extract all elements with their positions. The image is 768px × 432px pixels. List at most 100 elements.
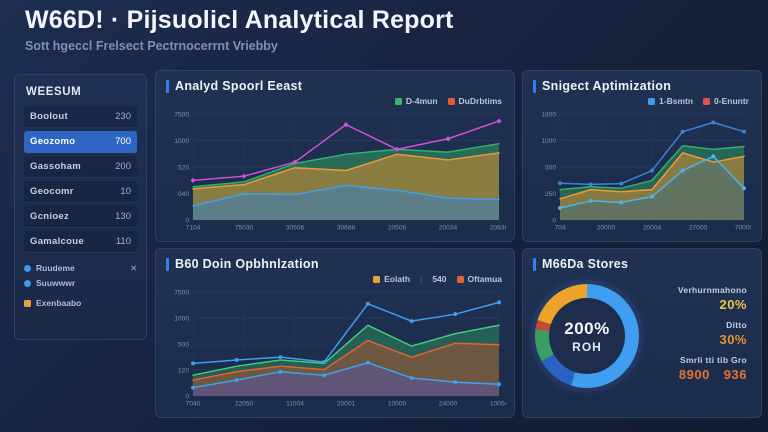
green-swatch-icon (394, 97, 402, 105)
legend-label: Exenbaabo (36, 298, 82, 308)
legend-label: 1-Bsmtn (659, 96, 694, 106)
accent-bar (166, 257, 169, 271)
svg-text:120: 120 (178, 367, 189, 374)
blue-swatch-icon (648, 97, 656, 105)
svg-text:1800: 1800 (541, 111, 556, 118)
legend-item[interactable]: D-4mun (394, 96, 438, 106)
stat-label: Verhurnmahono (677, 284, 747, 295)
blue-dot-icon (24, 264, 31, 272)
chart-legend: Eolath | 540 Oftamua (166, 273, 502, 285)
stat-item: Ditto 30% (719, 320, 747, 347)
svg-text:1000: 1000 (174, 315, 189, 322)
red-swatch-icon (447, 97, 455, 105)
svg-text:20000: 20000 (597, 225, 616, 232)
sidebar-item-label: Gcnioez (30, 211, 70, 222)
orange-swatch-icon (373, 275, 381, 283)
panel-title: Snigect Aptimization (542, 79, 672, 93)
chart-legend: 1-Bsmtn 0-Enuntr (533, 95, 749, 107)
sidebar-legend-item-suuwwwr[interactable]: Suuwwwr (24, 278, 137, 288)
red-swatch-icon (703, 97, 711, 105)
sidebar-item-geocomr[interactable]: Geocomr 10 (24, 181, 137, 203)
stat-item: Smrli tti tib Gro 8900 936 (679, 355, 747, 382)
small-cross-icon[interactable]: ✕ (130, 263, 137, 273)
sidebar-item-value: 130 (115, 211, 131, 222)
sidebar-item-label: Gamalcoue (30, 236, 84, 247)
svg-text:20636: 20636 (490, 225, 506, 232)
legend-item[interactable]: 0-Enuntr (703, 96, 749, 106)
svg-text:040: 040 (178, 191, 189, 198)
stat-value: 20% (719, 296, 747, 312)
legend-item[interactable]: Oftamua (456, 274, 502, 284)
sidebar-item-boolout[interactable]: Boolout 230 (24, 106, 137, 128)
sidebar-legend-item-exenbaabo[interactable]: Exenbaabo (24, 298, 137, 308)
sidebar-item-value: 230 (115, 111, 131, 122)
stat-item: Verhurnmahono 20% (678, 285, 747, 312)
svg-text:24000: 24000 (439, 401, 458, 408)
stats-list: Verhurnmahono 20% Ditto 30% Smrli tti ti… (641, 285, 751, 388)
svg-text:1000: 1000 (174, 138, 189, 145)
svg-text:0: 0 (185, 393, 189, 400)
svg-text:0: 0 (185, 217, 189, 224)
sidebar-item-value: 110 (115, 236, 131, 247)
page-header: W66D! · Pijsuolicl Analytical Report Sot… (25, 6, 454, 53)
panel-snigect-aptimization: Snigect Aptimization 1-Bsmtn 0-Enuntr 18… (522, 70, 762, 242)
svg-text:11004: 11004 (286, 401, 304, 408)
legend-divider: | (420, 274, 423, 284)
sidebar-item-gassoham[interactable]: Gassoham 200 (24, 156, 137, 178)
svg-text:75030: 75030 (235, 225, 254, 232)
roi-donut: 200% ROH (535, 284, 639, 388)
svg-text:10004: 10004 (490, 401, 506, 408)
legend-label: Ruudeme (36, 263, 75, 273)
svg-text:520: 520 (178, 164, 189, 171)
svg-text:20034: 20034 (439, 225, 458, 232)
sidebar-legend-item-ruudeme[interactable]: Ruudeme ✕ (24, 263, 137, 273)
legend-label: 540 (432, 274, 447, 284)
page-title: W66D! · Pijsuolicl Analytical Report (25, 6, 454, 34)
panel-title: Analyd Spoorl Eeast (175, 79, 303, 93)
legend-item[interactable]: Eolath (373, 274, 410, 284)
sidebar-item-value: 200 (115, 161, 131, 172)
panel-title: M66Da Stores (542, 257, 629, 271)
sidebar-item-label: Geocomr (30, 186, 74, 197)
svg-text:7500: 7500 (174, 289, 189, 296)
legend-item[interactable]: DuDrbtims (447, 96, 502, 106)
svg-text:20004: 20004 (643, 225, 662, 232)
svg-text:27000: 27000 (689, 225, 708, 232)
panel-data-optimization: B60 Doin Opbhnlzation Eolath | 540 Oftam… (155, 248, 515, 418)
svg-text:22050: 22050 (235, 401, 254, 408)
roi-value: 200% (564, 318, 610, 338)
svg-text:500: 500 (178, 341, 189, 348)
donut-center: 200% ROH (549, 298, 625, 374)
orange-square-icon (24, 299, 31, 307)
legend-label: D-4mun (405, 96, 438, 106)
sidebar: WEESUM Boolout 230 Geozomo 700 Gassoham … (14, 74, 147, 340)
accent-bar (533, 79, 536, 93)
sidebar-title: WEESUM (26, 86, 82, 98)
sidebar-item-value: 700 (115, 136, 131, 147)
sidebar-item-geozomo[interactable]: Geozomo 700 (24, 131, 137, 153)
sidebar-item-gcnioez[interactable]: Gcnioez 130 (24, 206, 137, 228)
page-subtitle: Sott hgeccl Frelsect Pectrnocerrnt Vrieb… (25, 39, 278, 53)
svg-text:1000: 1000 (541, 138, 556, 145)
panel-analyd-report: Analyd Spoorl Eeast D-4mun DuDrbtims 750… (155, 70, 515, 242)
panel-stores-roi: M66Da Stores 200% ROH Verhurnmahono 20% … (522, 248, 762, 418)
sidebar-legend: Ruudeme ✕ Suuwwwr Exenbaabo (24, 263, 137, 308)
panel-title: B60 Doin Opbhnlzation (175, 257, 319, 271)
legend-label: 0-Enuntr (714, 96, 749, 106)
sidebar-item-value: 10 (120, 186, 131, 197)
accent-bar (533, 257, 536, 271)
svg-text:0: 0 (552, 217, 556, 224)
legend-item[interactable]: 1-Bsmtn (648, 96, 693, 106)
svg-text:70000: 70000 (735, 225, 751, 232)
legend-label: DuDrbtims (458, 96, 502, 106)
sidebar-item-label: Gassoham (30, 161, 81, 172)
svg-text:7104: 7104 (186, 225, 201, 232)
sidebar-item-label: Boolout (30, 111, 68, 122)
sidebar-item-gamalcoue[interactable]: Gamalcoue 110 (24, 231, 137, 253)
legend-label: Suuwwwr (36, 278, 76, 288)
stat-value: 30% (719, 331, 747, 347)
svg-text:250: 250 (545, 191, 556, 198)
svg-text:20506: 20506 (388, 225, 407, 232)
